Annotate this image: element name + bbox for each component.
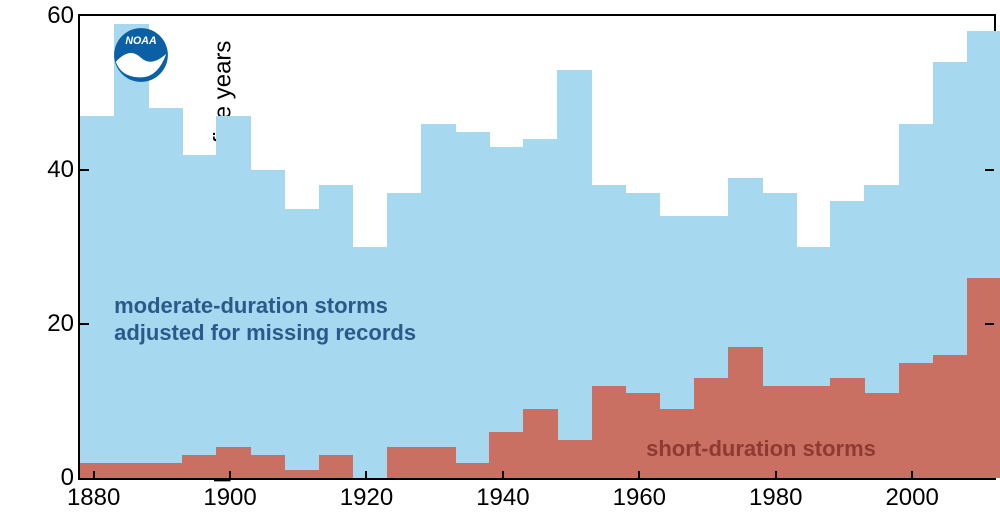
- bar: [216, 447, 251, 478]
- bar: [592, 185, 627, 478]
- bar: [557, 440, 592, 479]
- bar: [592, 386, 627, 478]
- bar: [557, 70, 592, 478]
- noaa-logo-icon: NOAA: [113, 27, 169, 83]
- x-tick-mark: [638, 471, 640, 480]
- bar: [421, 447, 456, 478]
- annotation-label: moderate-duration stormsadjusted for mis…: [114, 293, 416, 346]
- storms-chart: Number of Atlantic storms each five year…: [0, 0, 1000, 523]
- bar: [80, 463, 115, 478]
- bar: [899, 363, 934, 479]
- bar: [285, 470, 320, 478]
- bar: [967, 31, 1000, 478]
- x-tick-label: 1880: [67, 484, 120, 512]
- series-moderate-duration: [80, 16, 994, 478]
- bar: [455, 132, 490, 479]
- bar: [523, 409, 558, 478]
- x-tick-mark: [502, 471, 504, 480]
- x-tick-label: 1900: [203, 484, 256, 512]
- bar: [114, 24, 149, 478]
- x-tick-mark: [365, 471, 367, 480]
- bar: [455, 463, 490, 478]
- bar: [251, 455, 286, 478]
- x-tick-mark: [229, 471, 231, 480]
- bar: [796, 386, 831, 478]
- bar: [933, 355, 968, 478]
- bar: [353, 247, 388, 478]
- bar: [523, 139, 558, 478]
- y-tick-label: 40: [47, 156, 74, 184]
- bar: [762, 386, 797, 478]
- bar: [933, 62, 968, 478]
- bar: [387, 447, 422, 478]
- bar: [182, 455, 217, 478]
- bar: [899, 124, 934, 478]
- bar: [319, 455, 354, 478]
- x-tick-label: 1960: [613, 484, 666, 512]
- x-tick-label: 1980: [749, 484, 802, 512]
- bar: [114, 463, 149, 478]
- y-tick-mark: [985, 323, 994, 325]
- bar: [421, 124, 456, 478]
- x-tick-mark: [93, 471, 95, 480]
- y-tick-label: 20: [47, 310, 74, 338]
- bar: [489, 147, 524, 478]
- y-tick-mark: [80, 323, 89, 325]
- bar: [148, 463, 183, 478]
- x-tick-mark: [911, 471, 913, 480]
- bar: [489, 432, 524, 478]
- y-tick-mark: [985, 169, 994, 171]
- svg-text:NOAA: NOAA: [126, 34, 157, 46]
- x-tick-label: 2000: [885, 484, 938, 512]
- series-short-duration: [80, 16, 994, 478]
- y-tick-mark: [80, 169, 89, 171]
- x-tick-label: 1920: [340, 484, 393, 512]
- x-tick-label: 1940: [476, 484, 529, 512]
- bar: [830, 378, 865, 478]
- annotation-label: short-duration storms: [646, 436, 876, 462]
- bar: [864, 185, 899, 478]
- x-tick-mark: [775, 471, 777, 480]
- bar: [728, 178, 763, 478]
- bar: [967, 278, 1000, 478]
- y-tick-label: 60: [47, 2, 74, 30]
- plot-area: 0204060 1880190019201940196019802000 mod…: [78, 14, 996, 480]
- bar: [694, 378, 729, 478]
